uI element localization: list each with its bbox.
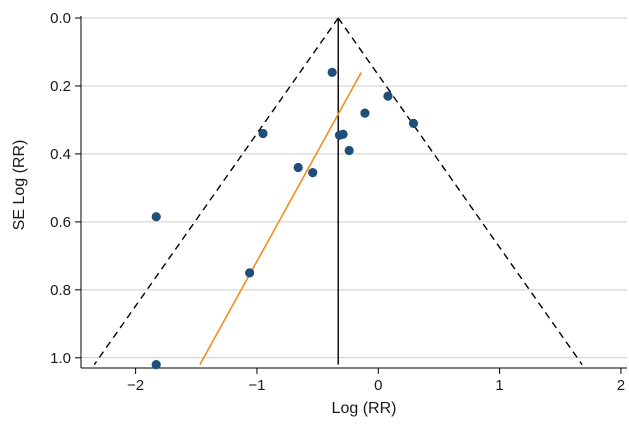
funnel-left-line bbox=[93, 17, 339, 366]
x-tick-label: 1 bbox=[495, 377, 503, 394]
study-point-0 bbox=[327, 67, 337, 77]
y-tick-label: 0.8 bbox=[50, 282, 71, 299]
y-tick-label: 0.0 bbox=[50, 10, 71, 27]
y-tick-label: 0.4 bbox=[50, 146, 71, 163]
points-layer bbox=[151, 67, 419, 370]
study-point-6 bbox=[338, 129, 348, 139]
study-point-10 bbox=[151, 212, 161, 222]
x-axis-title: Log (RR) bbox=[332, 400, 397, 417]
x-tick-label: 0 bbox=[374, 377, 382, 394]
axis-layer bbox=[75, 16, 627, 374]
x-tick-label: 2 bbox=[617, 377, 625, 394]
study-point-8 bbox=[293, 162, 303, 173]
y-tick-label: 0.6 bbox=[50, 214, 71, 231]
labels-layer: 0.0 0.2 0.4 0.6 0.8 1.0 −2 −1 0 1 2 bbox=[50, 10, 625, 394]
study-point-11 bbox=[245, 268, 255, 278]
x-tick-label: −2 bbox=[127, 377, 144, 394]
grid-layer bbox=[81, 17, 627, 359]
study-point-3 bbox=[408, 118, 419, 128]
y-tick-label: 1.0 bbox=[50, 350, 71, 367]
study-point-2 bbox=[360, 108, 370, 118]
y-axis-title: SE Log (RR) bbox=[11, 140, 28, 231]
study-point-12 bbox=[151, 360, 161, 370]
study-point-7 bbox=[344, 145, 354, 156]
lines-layer bbox=[93, 17, 583, 366]
y-tick-label: 0.2 bbox=[50, 78, 71, 95]
x-tick-label: −1 bbox=[248, 377, 265, 394]
study-point-1 bbox=[383, 91, 393, 101]
study-point-4 bbox=[258, 128, 268, 139]
study-point-9 bbox=[308, 168, 318, 178]
regression-line bbox=[199, 71, 362, 365]
funnel-right-line bbox=[337, 17, 583, 366]
